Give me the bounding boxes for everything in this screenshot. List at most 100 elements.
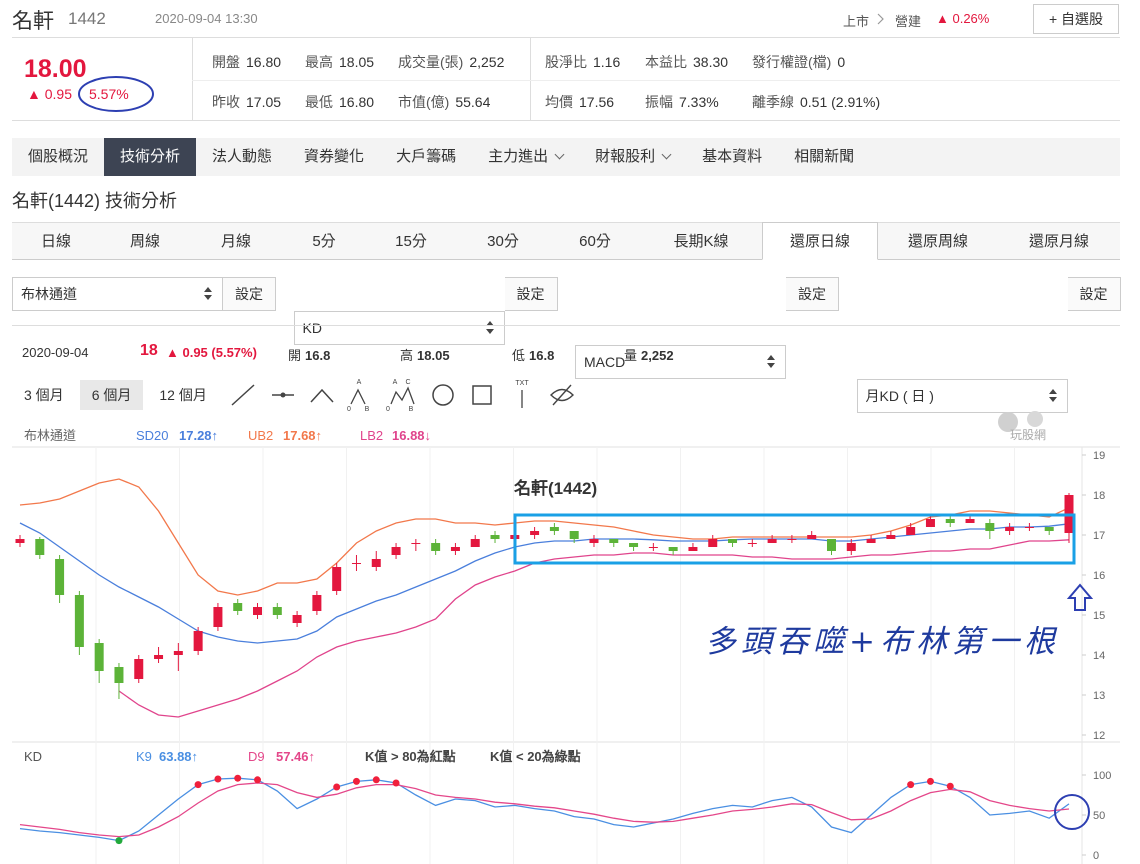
candle-body [74,595,84,647]
summary-item: 低 16.8 [512,345,554,364]
field-value: 0 [837,54,846,70]
indicator-select[interactable]: 月KD ( 日 ) [856,379,1068,413]
time: 2020-09-04 13:30 [155,11,258,26]
market[interactable]: 上市 [843,14,870,29]
legend-name: D9 [248,749,265,764]
tool-ab[interactable] [350,388,366,405]
candle-body [767,539,777,543]
series-line [19,478,1070,596]
k-marker [115,837,123,845]
nav-item[interactable]: 資券變化 [288,138,380,176]
settings-button[interactable]: 設定 [786,277,839,311]
select-arrow [767,355,775,360]
tool-hline[interactable] [272,392,294,398]
range-button[interactable]: 12 個月 [159,387,207,403]
field-label: 最低 [305,94,333,110]
nav-label: 相關新聞 [794,148,855,165]
period-tab[interactable]: 60分 [550,222,640,260]
k-marker [254,776,262,784]
divider [192,38,193,120]
tool-abc[interactable] [390,386,415,405]
candle-body [1044,527,1054,531]
quote-field: 本益比 38.30 [645,52,728,72]
candle-body [213,607,223,627]
divider [12,37,1120,38]
candle-body [747,543,757,544]
field-label: 發行權證(檔) [752,54,832,70]
indicator-select[interactable]: MACD [575,345,786,379]
period-tab[interactable]: 還原周線 [878,222,998,260]
nav-item[interactable]: 基本資料 [686,138,778,176]
y-tick-label: 14 [1093,650,1105,662]
industry[interactable]: 營建 [895,14,922,29]
legend-name: K9 [136,749,152,764]
nav-label: 基本資料 [702,148,763,165]
quote-field: 成交量(張) 2,252 [398,52,504,72]
nav-item[interactable]: 大戶籌碼 [380,138,472,176]
indicator-select[interactable]: 布林通道 [12,277,223,311]
nav-label: 個股概況 [28,148,89,165]
range-button[interactable]: 3 個月 [24,387,64,403]
legend-name: LB2 [360,428,383,443]
tool-glyph: A [393,379,398,386]
period-tab[interactable]: 月線 [190,222,282,260]
period-tab[interactable]: 日線 [12,222,100,260]
nav-label: 主力進出 [488,148,549,165]
quote-field: 昨收 17.05 [212,92,281,112]
legend-title: KD [24,749,42,764]
candle-body [728,539,738,543]
nav-item[interactable]: 相關新聞 [778,138,870,176]
field-value: 16.80 [246,54,282,70]
candle-body [253,607,263,615]
industry-change: ▲ 0.26% [936,11,990,26]
nav-label: 技術分析 [120,148,181,165]
nav-item[interactable]: 主力進出 [472,138,579,176]
period-tab[interactable]: 長期K線 [640,222,762,260]
indicator-select[interactable]: KD [293,311,505,345]
tool-hide[interactable] [550,384,574,406]
period-tab[interactable]: 周線 [100,222,190,260]
select-arrow [204,287,212,292]
tool-circle[interactable] [432,384,454,406]
candle-body [549,527,559,531]
y-tick-label: 16 [1093,570,1105,582]
candle-body [94,643,104,671]
summary-value: 18.05 [417,348,450,363]
nav-label: 法人動態 [212,148,273,165]
period-tab[interactable]: 15分 [366,222,456,260]
nav-bar: 個股概況 技術分析 法人動態 資券變化 大戶籌碼 主力進出 財報股利 基本資料 相關新聞 [12,138,1120,176]
candle-body [846,543,856,551]
field-value: 16.80 [339,94,375,110]
candle-body [450,547,460,551]
candle-body [470,539,480,547]
tool-rect[interactable] [472,385,492,405]
nav-item[interactable]: 個股概況 [12,138,104,176]
settings-button[interactable]: 設定 [504,277,558,311]
range-button[interactable]: 6 個月 [79,380,144,410]
tool-angle[interactable] [310,388,334,403]
nav-item[interactable]: 法人動態 [196,138,288,176]
period-tab[interactable]: 30分 [456,222,550,260]
watch-button[interactable]: + 自選股 [1033,4,1119,34]
summary-item: 高 18.05 [400,345,450,364]
summary-value: 2,252 [641,348,674,363]
field-label: 振幅 [645,94,673,110]
tool-line[interactable] [231,384,255,406]
period-tab[interactable]: 還原月線 [998,222,1120,260]
nav-item[interactable]: 技術分析 [104,138,197,176]
tool-glyph: A [357,379,362,386]
highlight-circle [1054,794,1090,830]
nav-item[interactable]: 財報股利 [579,138,686,176]
candle-body [312,595,322,611]
period-tab[interactable]: 還原日線 [762,222,878,260]
field-value: 0.51 (2.91%) [800,94,881,110]
field-label: 市值(億) [398,94,450,110]
period-tabs: 日線 周線 月線 5分 15分 30分 60分 長期K線 還原日線 還原周線 還原月線 [12,222,1120,260]
settings-button[interactable]: 設定 [1067,277,1121,311]
summary-item: 開 16.8 [288,345,330,364]
settings-button[interactable]: 設定 [223,277,276,311]
period-tab[interactable]: 5分 [282,222,366,260]
candle-body [134,659,144,679]
select-arrow [485,321,494,326]
candle-body [55,559,65,595]
